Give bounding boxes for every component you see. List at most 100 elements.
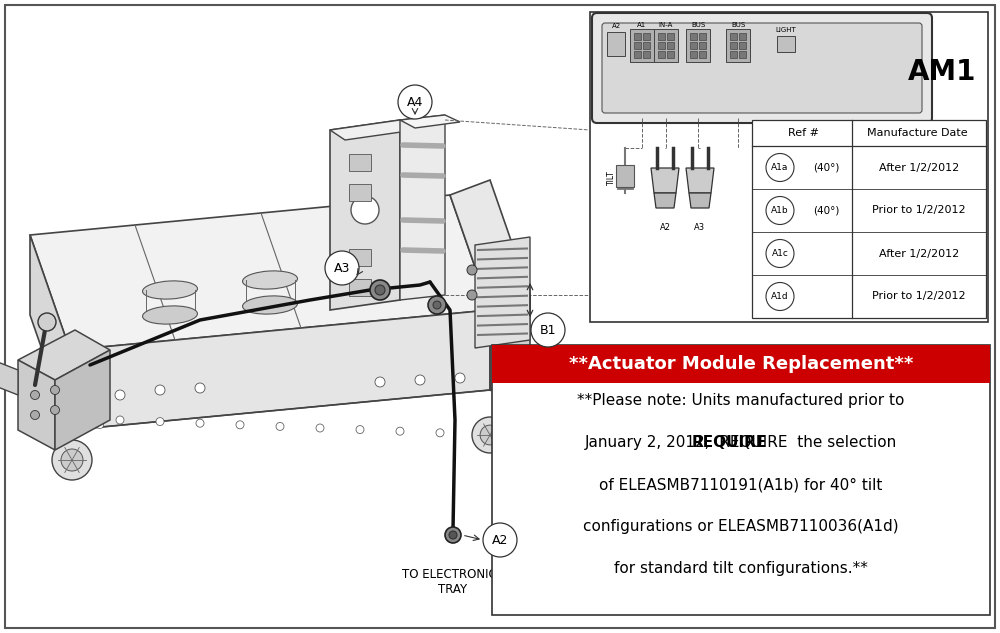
Circle shape: [115, 390, 125, 400]
Circle shape: [766, 196, 794, 225]
Circle shape: [196, 419, 204, 427]
Polygon shape: [689, 193, 711, 208]
Text: B1: B1: [540, 323, 556, 337]
Text: (40°): (40°): [813, 163, 839, 173]
Circle shape: [370, 280, 390, 300]
Circle shape: [50, 385, 60, 394]
Text: A1c: A1c: [772, 249, 788, 258]
FancyBboxPatch shape: [592, 13, 932, 123]
Polygon shape: [70, 310, 490, 430]
FancyBboxPatch shape: [349, 154, 371, 171]
Text: LIGHT: LIGHT: [776, 27, 796, 33]
Polygon shape: [450, 180, 530, 310]
Circle shape: [325, 251, 359, 285]
FancyBboxPatch shape: [667, 42, 674, 49]
Circle shape: [531, 313, 565, 347]
Circle shape: [375, 377, 385, 387]
Circle shape: [30, 391, 40, 399]
Polygon shape: [400, 115, 445, 300]
Circle shape: [480, 425, 500, 445]
Ellipse shape: [143, 306, 197, 324]
Circle shape: [467, 265, 477, 275]
FancyBboxPatch shape: [643, 51, 650, 58]
Ellipse shape: [343, 259, 397, 277]
FancyBboxPatch shape: [492, 345, 990, 383]
FancyBboxPatch shape: [634, 42, 641, 49]
FancyBboxPatch shape: [739, 42, 746, 49]
Text: January 2, 2012,  REQUIRE  the selection: January 2, 2012, REQUIRE the selection: [585, 435, 897, 450]
Text: REQUIRE: REQUIRE: [691, 435, 767, 450]
Circle shape: [116, 416, 124, 424]
Circle shape: [156, 418, 164, 425]
Ellipse shape: [143, 281, 197, 299]
Circle shape: [375, 285, 385, 295]
Circle shape: [195, 383, 205, 393]
Circle shape: [449, 531, 457, 539]
Circle shape: [396, 427, 404, 436]
Text: A1d: A1d: [771, 292, 789, 301]
Circle shape: [38, 313, 56, 331]
Text: AM1: AM1: [908, 58, 976, 86]
FancyBboxPatch shape: [658, 33, 665, 40]
Circle shape: [155, 385, 165, 395]
Text: for standard tilt configurations.**: for standard tilt configurations.**: [614, 561, 868, 576]
FancyBboxPatch shape: [590, 12, 988, 322]
Text: A1: A1: [637, 22, 647, 28]
Text: Prior to 1/2/2012: Prior to 1/2/2012: [872, 206, 966, 215]
FancyBboxPatch shape: [634, 51, 641, 58]
Text: BUS: BUS: [731, 22, 745, 28]
Text: A2: A2: [492, 534, 508, 546]
Text: TO ELECTRONICS
TRAY: TO ELECTRONICS TRAY: [402, 568, 504, 596]
FancyBboxPatch shape: [349, 279, 371, 296]
Circle shape: [87, 422, 94, 429]
FancyBboxPatch shape: [667, 51, 674, 58]
Polygon shape: [686, 168, 714, 193]
Text: TILT: TILT: [606, 171, 616, 185]
Polygon shape: [30, 235, 70, 430]
FancyBboxPatch shape: [686, 29, 710, 62]
Circle shape: [38, 361, 46, 369]
FancyBboxPatch shape: [730, 33, 737, 40]
Circle shape: [87, 411, 94, 418]
Polygon shape: [18, 360, 55, 450]
FancyBboxPatch shape: [726, 29, 750, 62]
Circle shape: [236, 421, 244, 429]
FancyBboxPatch shape: [690, 33, 697, 40]
FancyBboxPatch shape: [349, 184, 371, 201]
Circle shape: [445, 527, 461, 543]
Text: After 1/2/2012: After 1/2/2012: [879, 163, 959, 173]
FancyBboxPatch shape: [643, 33, 650, 40]
FancyBboxPatch shape: [630, 29, 654, 62]
FancyBboxPatch shape: [667, 33, 674, 40]
Circle shape: [436, 429, 444, 437]
Circle shape: [766, 239, 794, 268]
Circle shape: [467, 290, 477, 300]
Ellipse shape: [243, 271, 297, 289]
Circle shape: [61, 449, 83, 471]
Text: BUS: BUS: [691, 22, 705, 28]
FancyBboxPatch shape: [752, 120, 986, 318]
Text: **Actuator Module Replacement**: **Actuator Module Replacement**: [569, 355, 913, 373]
FancyBboxPatch shape: [699, 42, 706, 49]
FancyBboxPatch shape: [658, 51, 665, 58]
FancyBboxPatch shape: [634, 33, 641, 40]
FancyBboxPatch shape: [643, 42, 650, 49]
Text: After 1/2/2012: After 1/2/2012: [879, 249, 959, 258]
Polygon shape: [651, 168, 679, 193]
Text: (40°): (40°): [813, 206, 839, 215]
Text: Prior to 1/2/2012: Prior to 1/2/2012: [872, 292, 966, 301]
Circle shape: [38, 411, 46, 419]
FancyBboxPatch shape: [5, 5, 995, 628]
Circle shape: [30, 410, 40, 420]
Polygon shape: [0, 355, 18, 395]
FancyBboxPatch shape: [349, 249, 371, 266]
Text: A1b: A1b: [771, 206, 789, 215]
Circle shape: [38, 391, 46, 399]
Circle shape: [96, 422, 104, 429]
FancyBboxPatch shape: [739, 33, 746, 40]
Circle shape: [483, 523, 517, 557]
FancyBboxPatch shape: [607, 32, 625, 56]
Polygon shape: [654, 193, 676, 208]
FancyBboxPatch shape: [699, 51, 706, 58]
Text: Ref #: Ref #: [788, 128, 820, 138]
